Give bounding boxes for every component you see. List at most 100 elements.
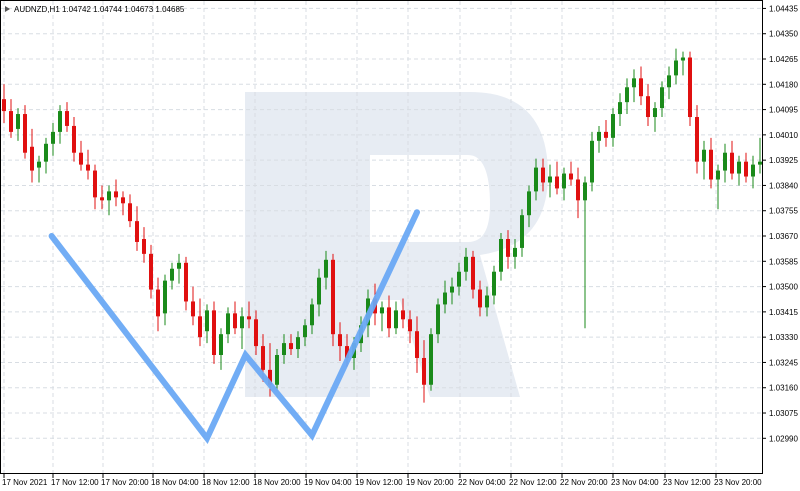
candle <box>107 185 111 216</box>
price-tick-label: 1.04265 <box>769 55 798 64</box>
candle-body <box>37 161 41 168</box>
candle-body <box>16 114 20 129</box>
candle <box>212 301 216 364</box>
candle-body <box>513 247 517 257</box>
candle-body <box>436 304 440 335</box>
candle-body <box>296 337 300 350</box>
candle <box>149 244 153 299</box>
candle <box>751 155 755 189</box>
candle <box>310 298 314 335</box>
candle <box>653 102 657 132</box>
candle <box>177 253 181 284</box>
time-axis: 17 Nov 2021 17 Nov 12:00 17 Nov 20:00 18 No… <box>2 474 762 487</box>
candle <box>219 328 223 370</box>
candle <box>632 69 636 103</box>
candle-body <box>205 310 209 332</box>
candle-body <box>2 99 6 112</box>
candle <box>247 301 251 329</box>
candle <box>457 262 461 296</box>
price-axis: 1.04435 1.04350 1.04265 1.04180 1.04095 1.040… <box>762 4 798 443</box>
candle-body <box>520 215 524 248</box>
candle-body <box>191 301 195 317</box>
candle <box>737 155 741 186</box>
candle-body <box>492 271 496 296</box>
candle <box>163 274 167 326</box>
candle <box>716 164 720 210</box>
candle <box>625 78 629 115</box>
candle-body <box>415 331 419 358</box>
candle <box>128 194 132 228</box>
candle-body <box>128 203 132 222</box>
candle-body <box>261 346 265 370</box>
candle-body <box>744 161 748 177</box>
candle <box>324 250 328 290</box>
candle-body <box>331 259 335 335</box>
candle <box>506 230 510 269</box>
candle <box>520 209 524 257</box>
candle-body <box>569 173 573 180</box>
candle-body <box>86 164 90 171</box>
candle-body <box>443 292 447 305</box>
candle <box>513 238 517 269</box>
candle-body <box>317 277 321 305</box>
candle <box>422 340 426 403</box>
candle-body <box>597 131 601 141</box>
candle-body <box>625 87 629 103</box>
candle-body <box>457 271 461 287</box>
candle-body <box>464 256 468 272</box>
candle-body <box>107 191 111 201</box>
candle <box>590 131 594 192</box>
candle <box>254 310 258 356</box>
candle-body <box>583 182 587 201</box>
candle-body <box>338 334 342 347</box>
candle-body <box>702 149 706 162</box>
candle <box>58 105 62 144</box>
price-tick-label: 1.03670 <box>769 232 798 241</box>
time-tick-label: 18 Nov 12:00 <box>202 478 250 487</box>
candle <box>429 328 433 391</box>
candle <box>576 167 580 219</box>
candle-body <box>51 131 55 144</box>
candle <box>450 277 454 305</box>
candle-body <box>114 191 118 198</box>
price-tick-label: 1.03245 <box>769 358 798 367</box>
candle <box>170 262 174 290</box>
time-tick-label: 22 Nov 20:00 <box>560 478 608 487</box>
candle <box>233 301 237 335</box>
candle <box>338 322 342 361</box>
candle-body <box>471 256 475 290</box>
candle-body <box>611 114 615 138</box>
candle-body <box>149 253 153 290</box>
candle <box>569 161 573 186</box>
candle-body <box>562 173 566 189</box>
candle <box>303 319 307 347</box>
candle-body <box>646 96 650 118</box>
candle <box>744 152 748 183</box>
candle <box>156 277 160 332</box>
candle <box>436 298 440 344</box>
price-tick-label: 1.04180 <box>769 80 798 89</box>
candle-body <box>604 131 608 138</box>
candle <box>30 128 34 183</box>
price-tick-label: 1.03500 <box>769 283 798 292</box>
candle-body <box>100 197 104 201</box>
time-tick-label: 17 Nov 20:00 <box>101 478 149 487</box>
candle-body <box>401 310 405 320</box>
candle <box>408 310 412 344</box>
candle-body <box>674 60 678 76</box>
chart-header: AUDNZD,H1 1.04742 1.04744 1.04673 1.0468… <box>5 5 185 14</box>
candle <box>289 334 293 356</box>
candle-body <box>688 57 692 118</box>
candle <box>9 99 13 138</box>
price-tick-label: 1.03755 <box>769 207 798 216</box>
candle-body <box>184 262 188 302</box>
candle-body <box>541 167 545 183</box>
candle-body <box>723 152 727 171</box>
candle-body <box>485 295 489 308</box>
candle <box>16 108 20 141</box>
candle-body <box>576 179 580 201</box>
candle <box>114 179 118 207</box>
candle <box>583 176 587 329</box>
candle-body <box>289 343 293 350</box>
candle <box>65 102 69 132</box>
